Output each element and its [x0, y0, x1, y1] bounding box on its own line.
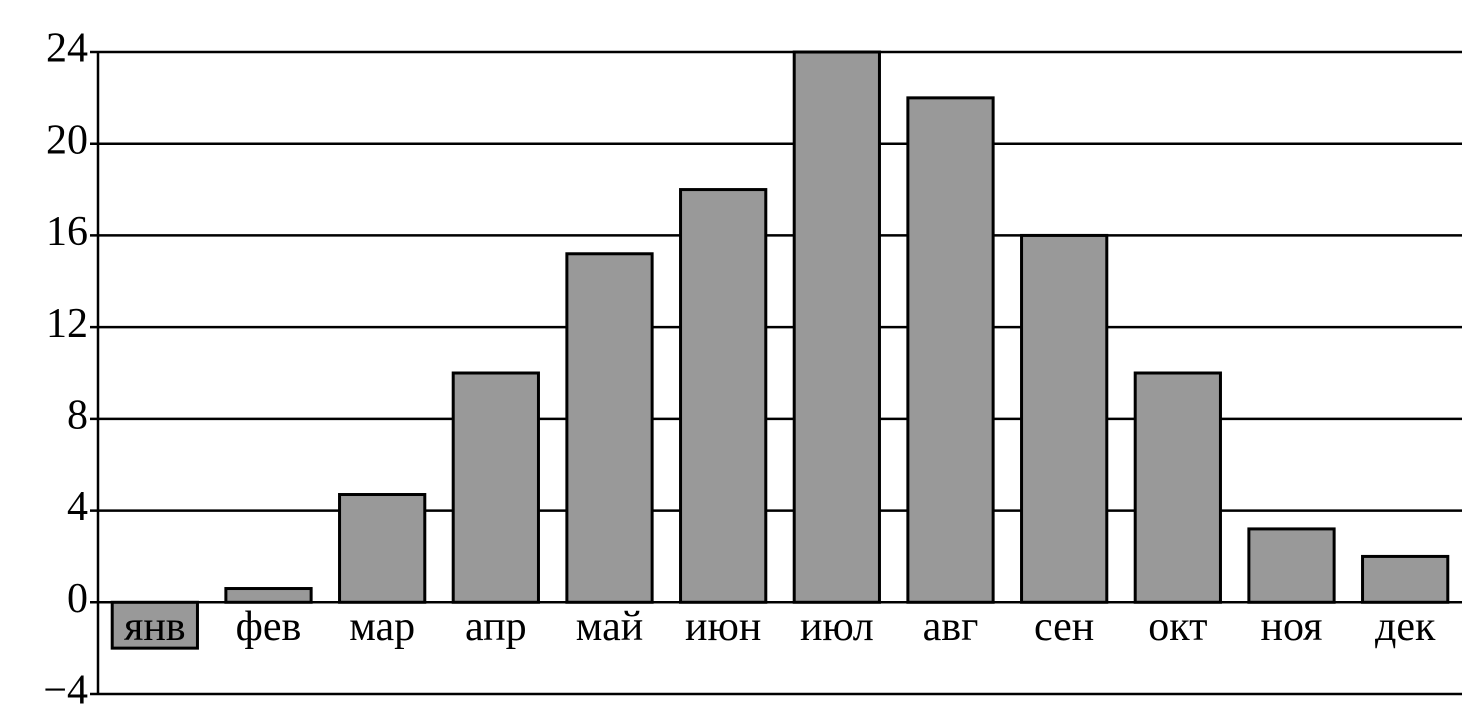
bar — [1247, 527, 1336, 604]
y-tick-label: 20 — [46, 117, 88, 163]
x-tick-label: янв — [124, 604, 186, 650]
y-tick-label: 4 — [67, 484, 88, 530]
bar — [224, 587, 313, 604]
y-tick-label: −4 — [43, 668, 88, 714]
bar — [451, 371, 540, 604]
x-tick-label: окт — [1148, 604, 1207, 650]
bar — [1020, 233, 1109, 604]
y-tick-label: 8 — [67, 392, 88, 438]
bar — [338, 493, 427, 604]
y-tick-label: 12 — [46, 301, 88, 347]
x-tick-label: фев — [236, 604, 302, 650]
x-tick-label: авг — [923, 604, 979, 650]
y-tick-label: 0 — [67, 576, 88, 622]
bar — [906, 96, 995, 604]
x-tick-label: июл — [800, 604, 874, 650]
bar — [1133, 371, 1222, 604]
x-tick-label: ноя — [1261, 604, 1323, 650]
y-tick-label: 16 — [46, 209, 88, 255]
x-tick-label: дек — [1375, 604, 1436, 650]
bar — [792, 50, 881, 604]
y-tick-label: 24 — [46, 26, 88, 72]
bar — [565, 252, 654, 604]
x-tick-label: июн — [685, 604, 761, 650]
x-tick-label: апр — [465, 604, 527, 650]
bar — [1361, 554, 1450, 604]
x-tick-label: мар — [349, 604, 415, 650]
bar — [110, 600, 199, 650]
x-tick-label: май — [576, 604, 643, 650]
bar — [679, 188, 768, 604]
x-tick-label: сен — [1034, 604, 1094, 650]
